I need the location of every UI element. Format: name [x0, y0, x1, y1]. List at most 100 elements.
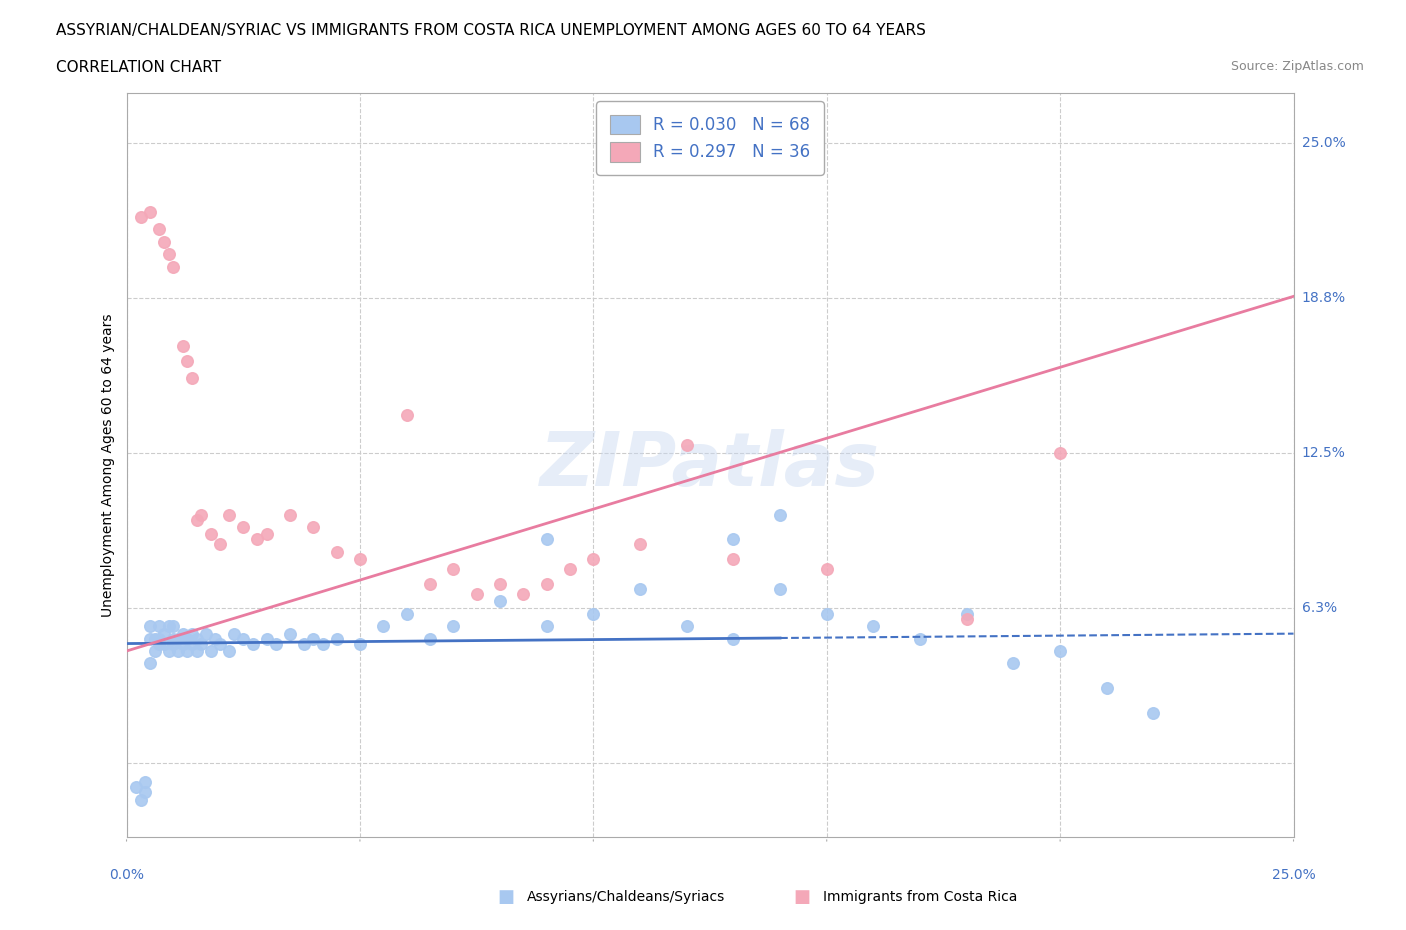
Point	[167, 631, 190, 646]
Point	[723, 532, 745, 547]
Point	[311, 636, 333, 651]
Point	[200, 644, 222, 658]
Point	[769, 581, 792, 596]
Point	[349, 636, 371, 651]
Point	[232, 520, 254, 535]
Point	[246, 532, 269, 547]
Point	[139, 618, 162, 633]
Point	[292, 636, 315, 651]
Point	[176, 631, 198, 646]
Point	[242, 636, 264, 651]
Point	[162, 631, 184, 646]
Point	[139, 656, 162, 671]
Point	[441, 618, 464, 633]
Point	[256, 631, 278, 646]
Point	[176, 353, 198, 368]
Point	[815, 606, 838, 621]
Point	[419, 631, 441, 646]
Text: 25.0%: 25.0%	[1271, 868, 1316, 882]
Point	[134, 775, 156, 790]
Text: 0.0%: 0.0%	[110, 868, 143, 882]
Point	[675, 438, 697, 453]
Point	[956, 606, 979, 621]
Point	[162, 259, 184, 274]
Point	[675, 618, 697, 633]
Point	[582, 551, 605, 566]
Point	[129, 209, 152, 224]
Text: ■: ■	[498, 888, 515, 907]
Point	[1095, 681, 1118, 696]
Point	[143, 631, 166, 646]
Point	[157, 246, 180, 261]
Point	[148, 618, 170, 633]
Point	[218, 507, 240, 522]
Point	[204, 631, 226, 646]
Point	[194, 626, 217, 641]
Y-axis label: Unemployment Among Ages 60 to 64 years: Unemployment Among Ages 60 to 64 years	[101, 313, 115, 617]
Point	[186, 512, 208, 527]
Point	[419, 577, 441, 591]
Point	[143, 644, 166, 658]
Point	[162, 618, 184, 633]
Point	[815, 562, 838, 577]
Point	[148, 222, 170, 237]
Point	[628, 537, 651, 551]
Point	[139, 205, 162, 219]
Point	[157, 644, 180, 658]
Point	[441, 562, 464, 577]
Point	[908, 631, 931, 646]
Point	[139, 631, 162, 646]
Point	[157, 618, 180, 633]
Text: 6.3%: 6.3%	[1302, 601, 1337, 615]
Point	[325, 631, 347, 646]
Point	[180, 636, 202, 651]
Point	[172, 339, 194, 353]
Point	[134, 785, 156, 800]
Point	[232, 631, 254, 646]
Point	[325, 544, 347, 559]
Point	[582, 606, 605, 621]
Text: 25.0%: 25.0%	[1302, 136, 1346, 150]
Point	[218, 644, 240, 658]
Text: ASSYRIAN/CHALDEAN/SYRIAC VS IMMIGRANTS FROM COSTA RICA UNEMPLOYMENT AMONG AGES 6: ASSYRIAN/CHALDEAN/SYRIAC VS IMMIGRANTS F…	[56, 23, 927, 38]
Point	[1049, 445, 1071, 460]
Point	[723, 551, 745, 566]
Point	[153, 626, 176, 641]
Point	[148, 636, 170, 651]
Point	[190, 507, 212, 522]
Point	[373, 618, 395, 633]
Point	[125, 780, 148, 795]
Point	[180, 626, 202, 641]
Point	[153, 636, 176, 651]
Legend: R = 0.030   N = 68, R = 0.297   N = 36: R = 0.030 N = 68, R = 0.297 N = 36	[596, 101, 824, 175]
Point	[180, 371, 202, 386]
Point	[395, 606, 418, 621]
Point	[176, 644, 198, 658]
Text: CORRELATION CHART: CORRELATION CHART	[56, 60, 221, 75]
Point	[190, 636, 212, 651]
Point	[395, 408, 418, 423]
Point	[536, 532, 558, 547]
Point	[162, 636, 184, 651]
Point	[558, 562, 581, 577]
Point	[512, 587, 534, 602]
Point	[1142, 706, 1164, 721]
Point	[465, 587, 488, 602]
Text: Immigrants from Costa Rica: Immigrants from Costa Rica	[823, 890, 1017, 905]
Point	[1049, 644, 1071, 658]
Point	[536, 618, 558, 633]
Point	[167, 644, 190, 658]
Point	[264, 636, 287, 651]
Point	[200, 527, 222, 542]
Point	[186, 644, 208, 658]
Point	[208, 537, 231, 551]
Text: 12.5%: 12.5%	[1302, 445, 1346, 459]
Point	[172, 636, 194, 651]
Point	[536, 577, 558, 591]
Point	[723, 631, 745, 646]
Text: 18.8%: 18.8%	[1302, 290, 1346, 305]
Text: ZIPatlas: ZIPatlas	[540, 429, 880, 501]
Point	[208, 636, 231, 651]
Point	[302, 520, 325, 535]
Point	[186, 631, 208, 646]
